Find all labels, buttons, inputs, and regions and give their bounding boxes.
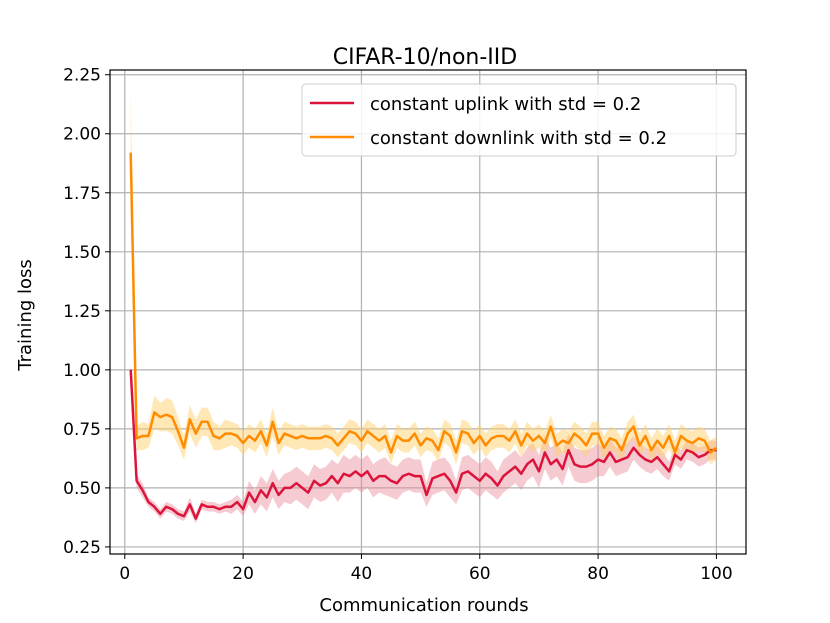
y-tick-label: 0.25 — [63, 538, 101, 558]
x-tick-label: 0 — [119, 564, 130, 584]
y-axis-label: Training loss — [15, 259, 36, 372]
y-axis-ticks: 0.25 0.50 0.75 1.00 1.25 1.50 1.75 2.00 2.25 — [63, 66, 110, 558]
y-tick-label: 1.00 — [63, 361, 101, 381]
x-tick-label: 60 — [469, 564, 491, 584]
y-tick-label: 2.25 — [63, 66, 101, 86]
x-axis-label: Communication rounds — [319, 595, 528, 616]
x-axis-ticks: 0 20 40 60 80 100 — [119, 554, 733, 584]
x-tick-label: 80 — [587, 564, 609, 584]
line-uplink — [129, 369, 717, 520]
legend-label-downlink: constant downlink with std = 0.2 — [370, 128, 667, 149]
y-tick-label: 1.50 — [63, 243, 101, 263]
plot-frame — [109, 69, 747, 555]
band-uplink — [130, 365, 717, 524]
legend: constant uplink with std = 0.2 constant … — [301, 83, 737, 157]
x-tick-label: 20 — [232, 564, 254, 584]
y-tick-label: 1.25 — [63, 302, 101, 322]
legend-label-uplink: constant uplink with std = 0.2 — [370, 94, 641, 115]
y-tick-label: 2.00 — [63, 125, 101, 145]
line-downlink — [129, 152, 718, 454]
series-lines — [129, 152, 718, 520]
y-tick-label: 0.50 — [63, 479, 101, 499]
x-tick-label: 40 — [351, 564, 373, 584]
y-tick-label: 1.75 — [63, 184, 101, 204]
chart-title: CIFAR-10/non-IID — [333, 45, 517, 70]
legend-box — [301, 83, 737, 157]
x-tick-label: 100 — [700, 564, 732, 584]
y-tick-label: 0.75 — [63, 420, 101, 440]
